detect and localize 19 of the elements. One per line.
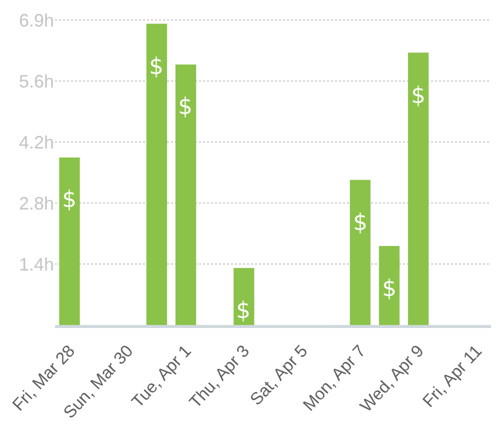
bar [350,180,371,325]
data-label: $ [382,276,397,302]
y-tick-label: 1.4h [18,254,54,274]
y-tick-label: 2.8h [18,193,54,214]
y-tick-label: 6.9h [18,10,54,30]
bar [408,52,429,325]
data-label: $ [62,187,77,213]
y-tick-label: 5.6h [18,71,54,92]
bar [146,24,168,325]
y-tick-label: 4.2h [18,132,54,152]
data-label: $ [353,210,368,236]
bar [378,246,400,325]
data-label: $ [149,54,164,80]
data-label: $ [178,94,193,120]
bar [175,64,196,325]
data-label: $ [236,298,251,324]
bar [59,157,80,325]
data-label: $ [411,83,426,109]
bar [234,268,254,325]
